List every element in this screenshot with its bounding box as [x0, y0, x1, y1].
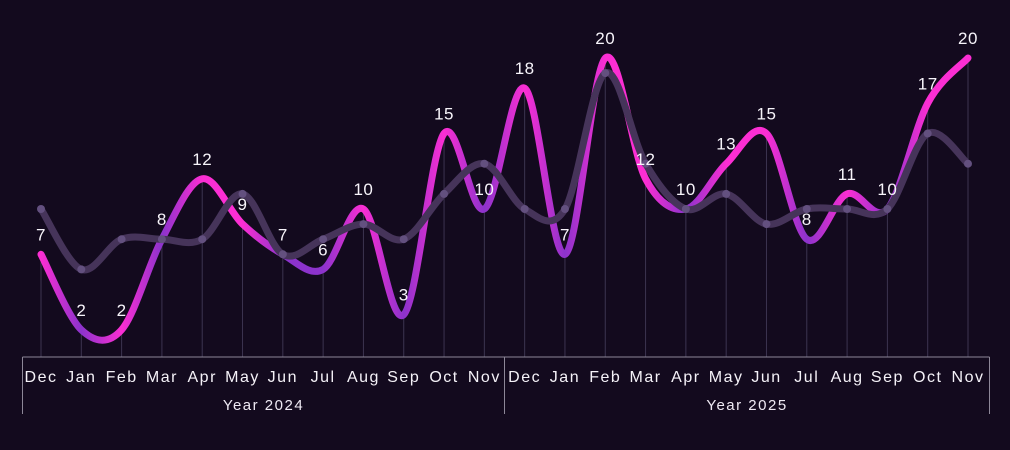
- secondary-point-1: [77, 265, 86, 274]
- month-label-16: Apr: [671, 369, 700, 386]
- data-label-16: 10: [676, 180, 696, 199]
- secondary-point-3: [157, 235, 166, 244]
- data-label-5: 9: [238, 195, 248, 214]
- data-label-8: 10: [353, 180, 373, 199]
- data-label-13: 7: [560, 225, 570, 244]
- data-label-23: 20: [958, 29, 978, 48]
- month-label-6: Jun: [268, 369, 298, 386]
- data-label-2: 2: [117, 301, 127, 320]
- year-label-0: Year 2024: [223, 397, 304, 414]
- secondary-point-11: [480, 159, 489, 168]
- data-label-22: 17: [918, 74, 938, 93]
- secondary-point-6: [278, 250, 287, 259]
- series-secondary-line: [37, 69, 972, 274]
- month-label-11: Nov: [468, 369, 501, 386]
- year-label-1: Year 2025: [706, 397, 787, 414]
- secondary-point-21: [883, 205, 892, 213]
- month-label-23: Nov: [952, 369, 985, 386]
- data-label-10: 15: [434, 105, 454, 124]
- secondary-point-14: [601, 69, 610, 78]
- secondary-point-23: [964, 159, 972, 168]
- month-label-7: Jul: [311, 369, 336, 386]
- secondary-point-7: [319, 235, 328, 244]
- secondary-point-8: [359, 220, 368, 229]
- secondary-point-12: [520, 205, 529, 213]
- data-label-18: 15: [757, 105, 777, 124]
- data-label-3: 8: [157, 210, 167, 229]
- data-label-19: 8: [802, 210, 812, 229]
- data-label-9: 3: [399, 286, 409, 305]
- secondary-point-13: [560, 205, 569, 213]
- secondary-point-2: [117, 235, 126, 244]
- month-label-10: Oct: [429, 369, 458, 386]
- month-label-14: Feb: [589, 369, 621, 386]
- month-label-17: May: [709, 369, 744, 386]
- series-primary-line: [37, 53, 972, 344]
- month-label-15: Mar: [630, 369, 662, 386]
- data-label-12: 18: [515, 59, 535, 78]
- secondary-point-20: [843, 205, 852, 213]
- month-label-3: Mar: [146, 369, 178, 386]
- month-label-22: Oct: [913, 369, 942, 386]
- data-label-6: 7: [278, 225, 288, 244]
- data-label-1: 2: [76, 301, 86, 320]
- month-label-5: May: [225, 369, 260, 386]
- secondary-point-4: [198, 235, 207, 244]
- secondary-point-10: [440, 189, 449, 198]
- secondary-point-17: [722, 189, 731, 198]
- month-label-0: Dec: [25, 369, 58, 386]
- data-label-21: 10: [877, 180, 897, 199]
- data-label-17: 13: [716, 135, 736, 154]
- data-label-15: 12: [636, 150, 656, 169]
- data-label-7: 6: [318, 240, 328, 259]
- data-label-0: 7: [36, 225, 46, 244]
- data-label-20: 11: [838, 165, 857, 184]
- data-label-11: 10: [474, 180, 494, 199]
- secondary-point-18: [762, 220, 771, 229]
- secondary-point-22: [923, 129, 932, 138]
- month-label-20: Aug: [831, 369, 864, 386]
- month-label-9: Sep: [387, 369, 420, 386]
- secondary-point-15: [641, 159, 650, 168]
- month-label-13: Jan: [550, 369, 580, 386]
- secondary-point-16: [681, 205, 690, 213]
- month-label-4: Apr: [188, 369, 217, 386]
- secondary-point-0: [37, 205, 45, 213]
- month-label-2: Feb: [106, 369, 138, 386]
- data-label-4: 12: [192, 150, 212, 169]
- month-label-1: Jan: [66, 369, 96, 386]
- secondary-point-19: [802, 205, 811, 213]
- month-label-12: Dec: [508, 369, 541, 386]
- secondary-point-5: [238, 189, 247, 198]
- data-label-14: 20: [595, 29, 615, 48]
- month-label-8: Aug: [347, 369, 380, 386]
- month-label-19: Jul: [794, 369, 819, 386]
- month-label-21: Sep: [871, 369, 904, 386]
- secondary-point-9: [399, 235, 408, 244]
- month-label-18: Jun: [751, 369, 781, 386]
